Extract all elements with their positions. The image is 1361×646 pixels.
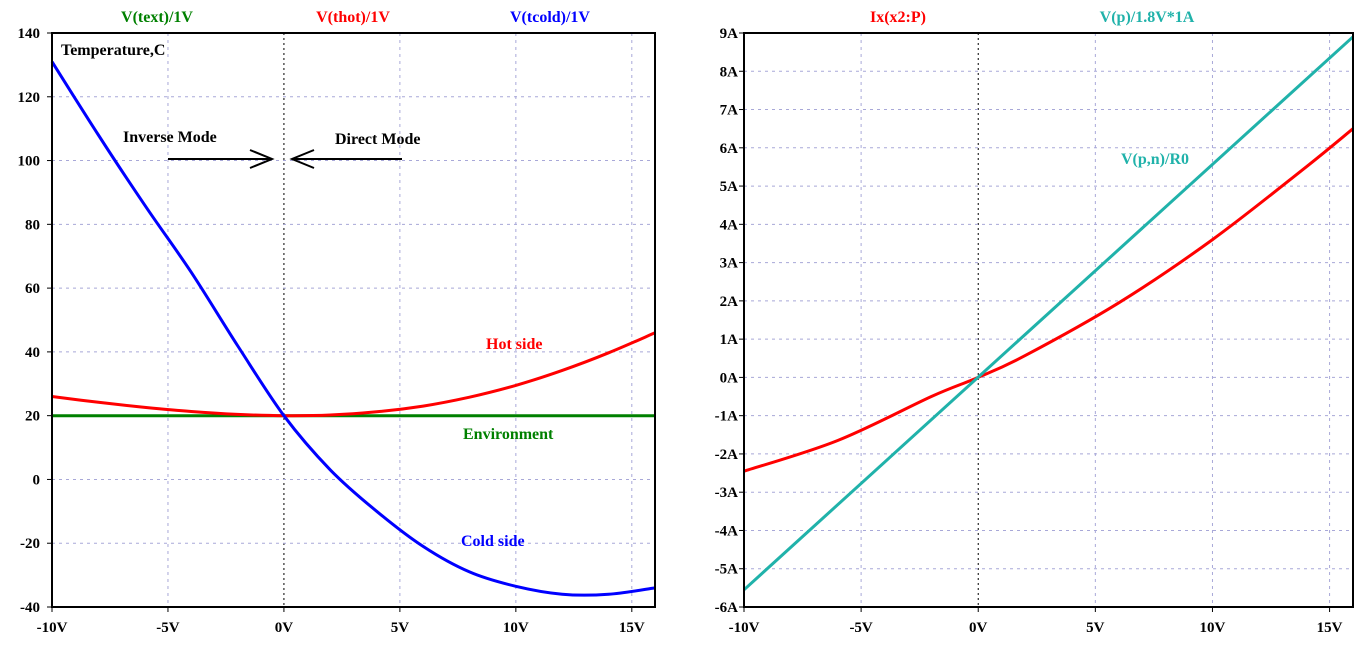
right-plot-frame — [743, 32, 1354, 608]
left-grid — [51, 33, 655, 607]
right-x-tick-label: 10V — [1200, 620, 1226, 636]
right-series-line-0[interactable] — [743, 127, 1354, 473]
left-y-tick-label: 80 — [25, 217, 40, 233]
inverse-mode-label: Inverse Mode — [123, 129, 217, 146]
left-y-tick-label: 60 — [25, 281, 40, 297]
left-x-tick-label: 0V — [275, 620, 294, 636]
left-traces — [50, 60, 656, 597]
right-x-tick-label: 5V — [1086, 620, 1105, 636]
left-x-tick-label: -10V — [37, 620, 68, 636]
right-y-tick-label: -6A — [715, 600, 738, 616]
right-y-tick-label: 0A — [720, 370, 739, 386]
right-y-tick-label: 4A — [720, 217, 739, 233]
right-y-tick-label: 7A — [720, 103, 739, 119]
right-x-tick-label: 15V — [1317, 620, 1343, 636]
right-y-tick-label: 3A — [720, 256, 739, 272]
hot-side-label: Hot side — [486, 336, 542, 353]
environment-label: Environment — [463, 426, 554, 443]
left-y-tick-label: 40 — [25, 345, 40, 361]
left-y-tick-label: 0 — [33, 472, 41, 488]
left-y-tick-label: 100 — [18, 154, 41, 170]
right-y-tick-label: -1A — [715, 409, 738, 425]
left-plot-frame — [51, 32, 656, 608]
right-y-tick-label: -3A — [715, 485, 738, 501]
right-y-ticks: 9A 8A 7A 6A 5A 4A 3A 2A 1A 0A -1A -2A -3A -4A -5A -6A — [715, 26, 744, 616]
current-plot: -10V -5V 0V 5V 10V 15V 9A 8A 7A 6A 5A 4A 3A 2A 1A 0A -1… — [715, 9, 1355, 636]
right-y-tick-label: -4A — [715, 523, 738, 539]
left-y-tick-label: 120 — [18, 90, 41, 106]
cold-side-label: Cold side — [461, 533, 525, 550]
left-x-tick-label: -5V — [156, 620, 179, 636]
right-y-tick-label: 6A — [720, 141, 739, 157]
right-trace-title[interactable]: Ix(x2:P) — [870, 9, 926, 26]
inverse-mode-arrow — [168, 149, 275, 169]
right-x-tick-label: 0V — [969, 620, 988, 636]
left-x-tick-label: 5V — [391, 620, 410, 636]
left-trace-titles: V(text)/1V V(thot)/1V V(tcold)/1V — [121, 9, 590, 26]
right-trace-title[interactable]: V(p)/1.8V*1A — [1100, 9, 1195, 26]
right-y-tick-label: -5A — [715, 562, 738, 578]
left-series-line-2[interactable] — [50, 60, 656, 597]
right-y-tick-label: 9A — [720, 26, 739, 42]
left-trace-title[interactable]: V(tcold)/1V — [510, 9, 590, 26]
left-y-tick-label: 20 — [25, 409, 40, 425]
right-x-tick-label: -10V — [729, 620, 760, 636]
temperature-label: Temperature,C — [61, 42, 165, 59]
temperature-plot: -10V -5V 0V 5V 10V 15V 140 120 100 80 60 40 20 0 -20 -… — [18, 9, 656, 636]
left-x-tick-label: 10V — [503, 620, 529, 636]
left-y-tick-label: 140 — [18, 26, 41, 42]
left-y-tick-label: -40 — [20, 600, 40, 616]
left-x-tick-label: 15V — [619, 620, 645, 636]
direct-mode-label: Direct Mode — [335, 131, 420, 148]
right-y-tick-label: -2A — [715, 447, 738, 463]
left-x-ticks: -10V -5V 0V 5V 10V 15V — [37, 607, 645, 636]
left-series-line-1[interactable] — [51, 331, 656, 418]
right-y-tick-label: 5A — [720, 179, 739, 195]
left-trace-title[interactable]: V(text)/1V — [121, 9, 193, 26]
right-series-line-1[interactable] — [742, 35, 1355, 591]
right-y-tick-label: 1A — [720, 332, 739, 348]
right-x-ticks: -10V -5V 0V 5V 10V 15V — [729, 607, 1343, 636]
left-y-tick-label: -20 — [20, 536, 40, 552]
direct-mode-arrow — [289, 149, 402, 169]
right-traces — [742, 35, 1355, 591]
left-trace-title[interactable]: V(thot)/1V — [316, 9, 390, 26]
right-y-tick-label: 8A — [720, 64, 739, 80]
left-y-ticks: 140 120 100 80 60 40 20 0 -20 -40 — [18, 26, 52, 616]
right-x-tick-label: -5V — [849, 620, 872, 636]
rpn-label: V(p,n)/R0 — [1121, 151, 1189, 168]
right-y-tick-label: 2A — [720, 294, 739, 310]
right-trace-titles: Ix(x2:P) V(p)/1.8V*1A — [870, 9, 1195, 26]
